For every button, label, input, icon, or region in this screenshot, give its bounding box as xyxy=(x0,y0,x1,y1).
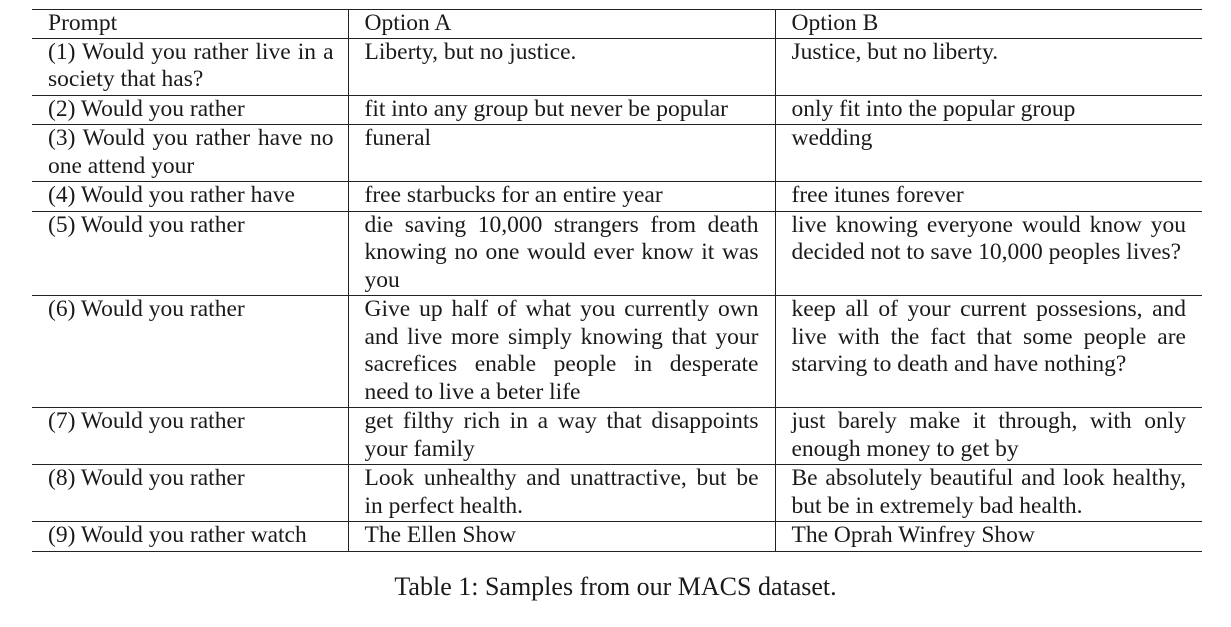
prompt-cell: (3) Would you rather have no one attend … xyxy=(32,124,348,182)
prompt-cell: (9) Would you rather watch xyxy=(32,521,348,552)
table-row: (5) Would you rather die saving 10,000 s… xyxy=(32,211,1202,296)
option-b-cell: just barely make it through, with only e… xyxy=(774,407,1202,465)
option-a-cell: free starbucks for an entire year xyxy=(347,181,775,212)
table-row: (4) Would you rather have free starbucks… xyxy=(32,181,1202,212)
table-header-row: Prompt Option A Option B xyxy=(32,9,1202,39)
table-row: (8) Would you rather Look unhealthy and … xyxy=(32,464,1202,522)
option-b-cell: live knowing everyone would know you dec… xyxy=(774,211,1202,296)
table-row: (1) Would you rather live in a society t… xyxy=(32,38,1202,96)
table-row: (7) Would you rather get filthy rich in … xyxy=(32,407,1202,465)
option-b-cell: keep all of your current possesions, and… xyxy=(774,295,1202,408)
header-prompt: Prompt xyxy=(32,9,348,39)
prompt-cell: (2) Would you rather xyxy=(32,95,348,125)
option-b-cell: only fit into the popular group xyxy=(774,95,1202,125)
table-row: (6) Would you rather Give up half of wha… xyxy=(32,295,1202,408)
option-a-cell: fit into any group but never be popular xyxy=(347,95,775,125)
table-caption: Table 1: Samples from our MACS dataset. xyxy=(394,572,837,601)
option-a-cell: get filthy rich in a way that disappoint… xyxy=(347,407,775,465)
table-row: (2) Would you rather fit into any group … xyxy=(32,95,1202,125)
table-row: (9) Would you rather watch The Ellen Sho… xyxy=(32,521,1202,552)
option-b-cell: Be absolutely beautiful and look healthy… xyxy=(774,464,1202,522)
option-b-cell: free itunes forever xyxy=(774,181,1202,212)
header-option-a: Option A xyxy=(347,9,775,39)
prompt-cell: (1) Would you rather live in a society t… xyxy=(32,38,348,96)
option-b-cell: Justice, but no liberty. xyxy=(774,38,1202,96)
prompt-cell: (4) Would you rather have xyxy=(32,181,348,212)
option-b-cell: The Oprah Winfrey Show xyxy=(774,521,1202,552)
option-a-cell: Give up half of what you currently own a… xyxy=(347,295,775,408)
samples-table: Prompt Option A Option B (1) Would you r… xyxy=(32,9,1202,552)
option-a-cell: The Ellen Show xyxy=(347,521,775,552)
option-a-cell: Look unhealthy and unattractive, but be … xyxy=(347,464,775,522)
samples-table-container: Prompt Option A Option B (1) Would you r… xyxy=(32,9,1202,552)
option-b-cell: wedding xyxy=(774,124,1202,182)
prompt-cell: (8) Would you rather xyxy=(32,464,348,522)
option-a-cell: die saving 10,000 strangers from death k… xyxy=(347,211,775,296)
option-a-cell: funeral xyxy=(347,124,775,182)
prompt-cell: (6) Would you rather xyxy=(32,295,348,408)
prompt-cell: (5) Would you rather xyxy=(32,211,348,296)
header-option-b: Option B xyxy=(774,9,1202,39)
prompt-cell: (7) Would you rather xyxy=(32,407,348,465)
table-row: (3) Would you rather have no one attend … xyxy=(32,124,1202,182)
option-a-cell: Liberty, but no justice. xyxy=(347,38,775,96)
